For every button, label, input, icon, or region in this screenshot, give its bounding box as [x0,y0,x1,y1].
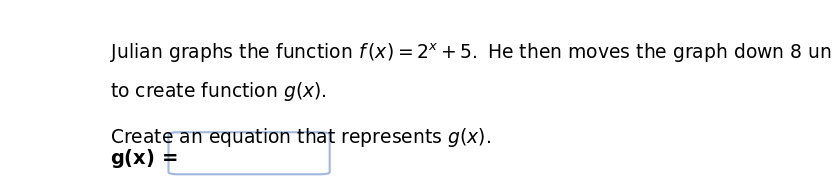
Text: Create an equation that represents $g(x).$: Create an equation that represents $g(x)… [111,126,492,149]
FancyBboxPatch shape [169,132,329,174]
Text: Julian graphs the function $f\,(x) = 2^x + 5.$ He then moves the graph down 8 un: Julian graphs the function $f\,(x) = 2^x… [111,41,832,65]
Text: to create function $g(x).$: to create function $g(x).$ [111,81,327,104]
Text: $\mathbf{g(x)}$ =: $\mathbf{g(x)}$ = [111,147,178,170]
